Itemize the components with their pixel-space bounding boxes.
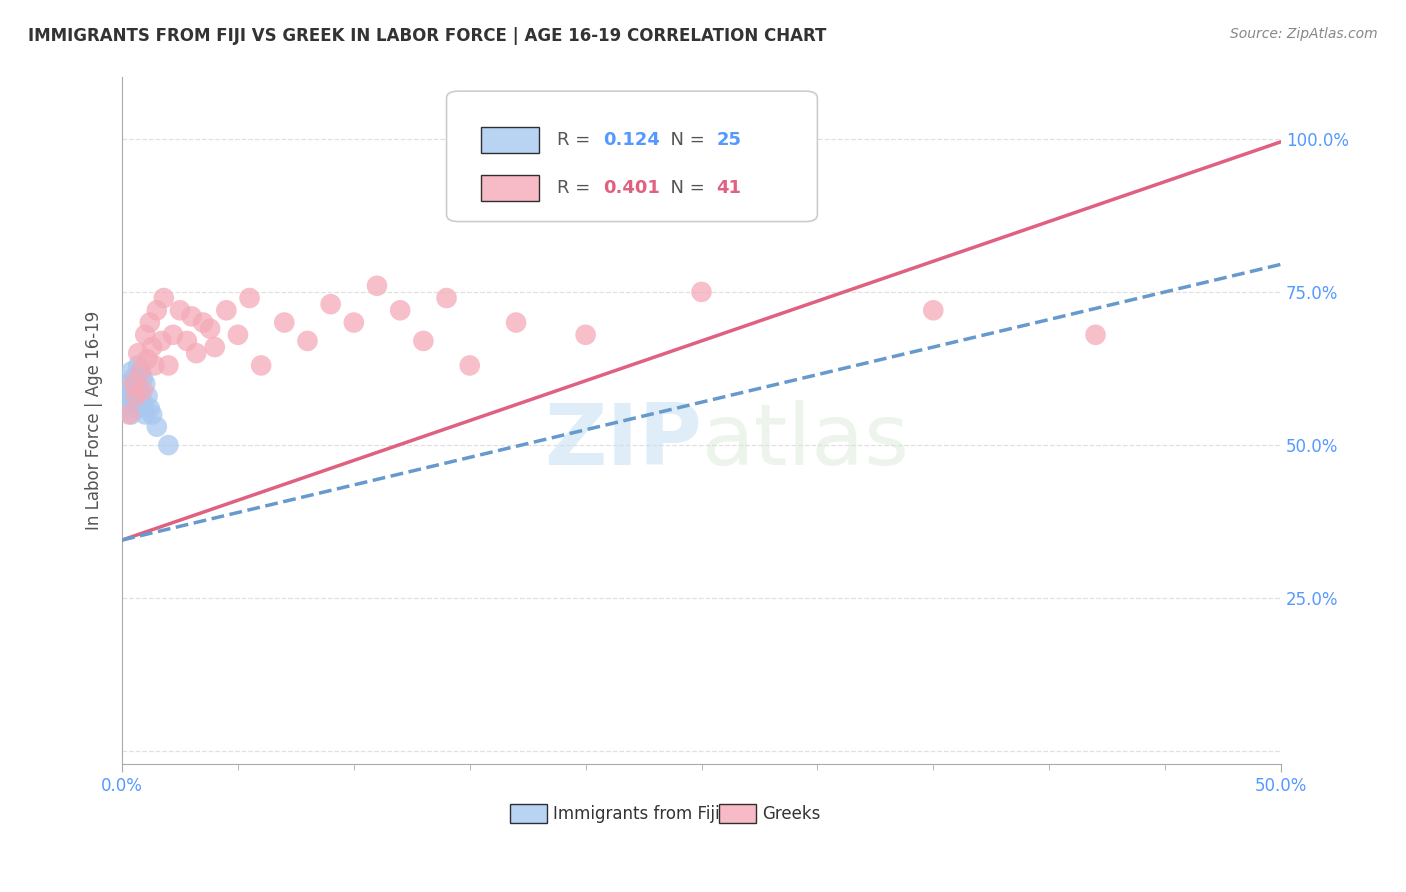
- Point: [204, 340, 226, 354]
- Point: [162, 327, 184, 342]
- Point: [129, 365, 152, 379]
- Point: [198, 321, 221, 335]
- FancyBboxPatch shape: [510, 805, 547, 823]
- Text: 25: 25: [717, 131, 741, 149]
- Point: [150, 334, 173, 348]
- Point: [575, 327, 598, 342]
- Y-axis label: In Labor Force | Age 16-19: In Labor Force | Age 16-19: [86, 311, 103, 530]
- Point: [505, 316, 527, 330]
- Point: [146, 303, 169, 318]
- Text: IMMIGRANTS FROM FIJI VS GREEK IN LABOR FORCE | AGE 16-19 CORRELATION CHART: IMMIGRANTS FROM FIJI VS GREEK IN LABOR F…: [28, 27, 827, 45]
- Point: [136, 352, 159, 367]
- Text: Source: ZipAtlas.com: Source: ZipAtlas.com: [1230, 27, 1378, 41]
- Point: [139, 316, 162, 330]
- Point: [366, 278, 388, 293]
- Point: [127, 359, 149, 373]
- Text: 0.124: 0.124: [603, 131, 659, 149]
- Point: [922, 303, 945, 318]
- Text: N =: N =: [658, 179, 710, 197]
- Point: [118, 401, 141, 416]
- FancyBboxPatch shape: [447, 91, 817, 221]
- Point: [120, 408, 142, 422]
- Point: [120, 365, 142, 379]
- Point: [250, 359, 273, 373]
- Point: [180, 310, 202, 324]
- Point: [141, 340, 163, 354]
- Point: [343, 316, 366, 330]
- Point: [690, 285, 713, 299]
- Point: [389, 303, 412, 318]
- Point: [125, 395, 148, 409]
- Point: [215, 303, 238, 318]
- Point: [125, 389, 148, 403]
- Point: [226, 327, 249, 342]
- Text: Immigrants from Fiji: Immigrants from Fiji: [553, 805, 720, 822]
- Point: [412, 334, 434, 348]
- Point: [132, 395, 155, 409]
- Point: [143, 359, 166, 373]
- Point: [132, 383, 155, 397]
- Point: [134, 408, 156, 422]
- Point: [1084, 327, 1107, 342]
- Point: [186, 346, 208, 360]
- Point: [132, 370, 155, 384]
- Text: 0.401: 0.401: [603, 179, 659, 197]
- Point: [127, 383, 149, 397]
- Point: [238, 291, 260, 305]
- Point: [157, 359, 180, 373]
- Point: [125, 376, 148, 391]
- Point: [129, 365, 152, 379]
- Point: [273, 316, 295, 330]
- Point: [157, 438, 180, 452]
- Point: [122, 389, 145, 403]
- Point: [146, 419, 169, 434]
- Point: [127, 401, 149, 416]
- Point: [129, 389, 152, 403]
- Point: [127, 346, 149, 360]
- Point: [141, 408, 163, 422]
- FancyBboxPatch shape: [481, 127, 540, 153]
- Text: ZIP: ZIP: [544, 400, 702, 483]
- Point: [118, 376, 141, 391]
- Point: [152, 291, 174, 305]
- Point: [458, 359, 481, 373]
- Point: [122, 370, 145, 384]
- Point: [120, 383, 142, 397]
- Point: [193, 316, 215, 330]
- Text: 41: 41: [717, 179, 741, 197]
- Point: [169, 303, 191, 318]
- Text: atlas: atlas: [702, 400, 910, 483]
- Point: [122, 376, 145, 391]
- Point: [118, 408, 141, 422]
- Point: [136, 389, 159, 403]
- Point: [319, 297, 342, 311]
- Text: R =: R =: [557, 131, 596, 149]
- Text: Greeks: Greeks: [762, 805, 820, 822]
- Point: [436, 291, 458, 305]
- FancyBboxPatch shape: [481, 175, 540, 201]
- Text: R =: R =: [557, 179, 596, 197]
- Point: [118, 389, 141, 403]
- Point: [134, 327, 156, 342]
- Point: [139, 401, 162, 416]
- Point: [176, 334, 198, 348]
- Point: [134, 376, 156, 391]
- Point: [115, 395, 138, 409]
- FancyBboxPatch shape: [718, 805, 756, 823]
- Point: [297, 334, 319, 348]
- Text: N =: N =: [658, 131, 710, 149]
